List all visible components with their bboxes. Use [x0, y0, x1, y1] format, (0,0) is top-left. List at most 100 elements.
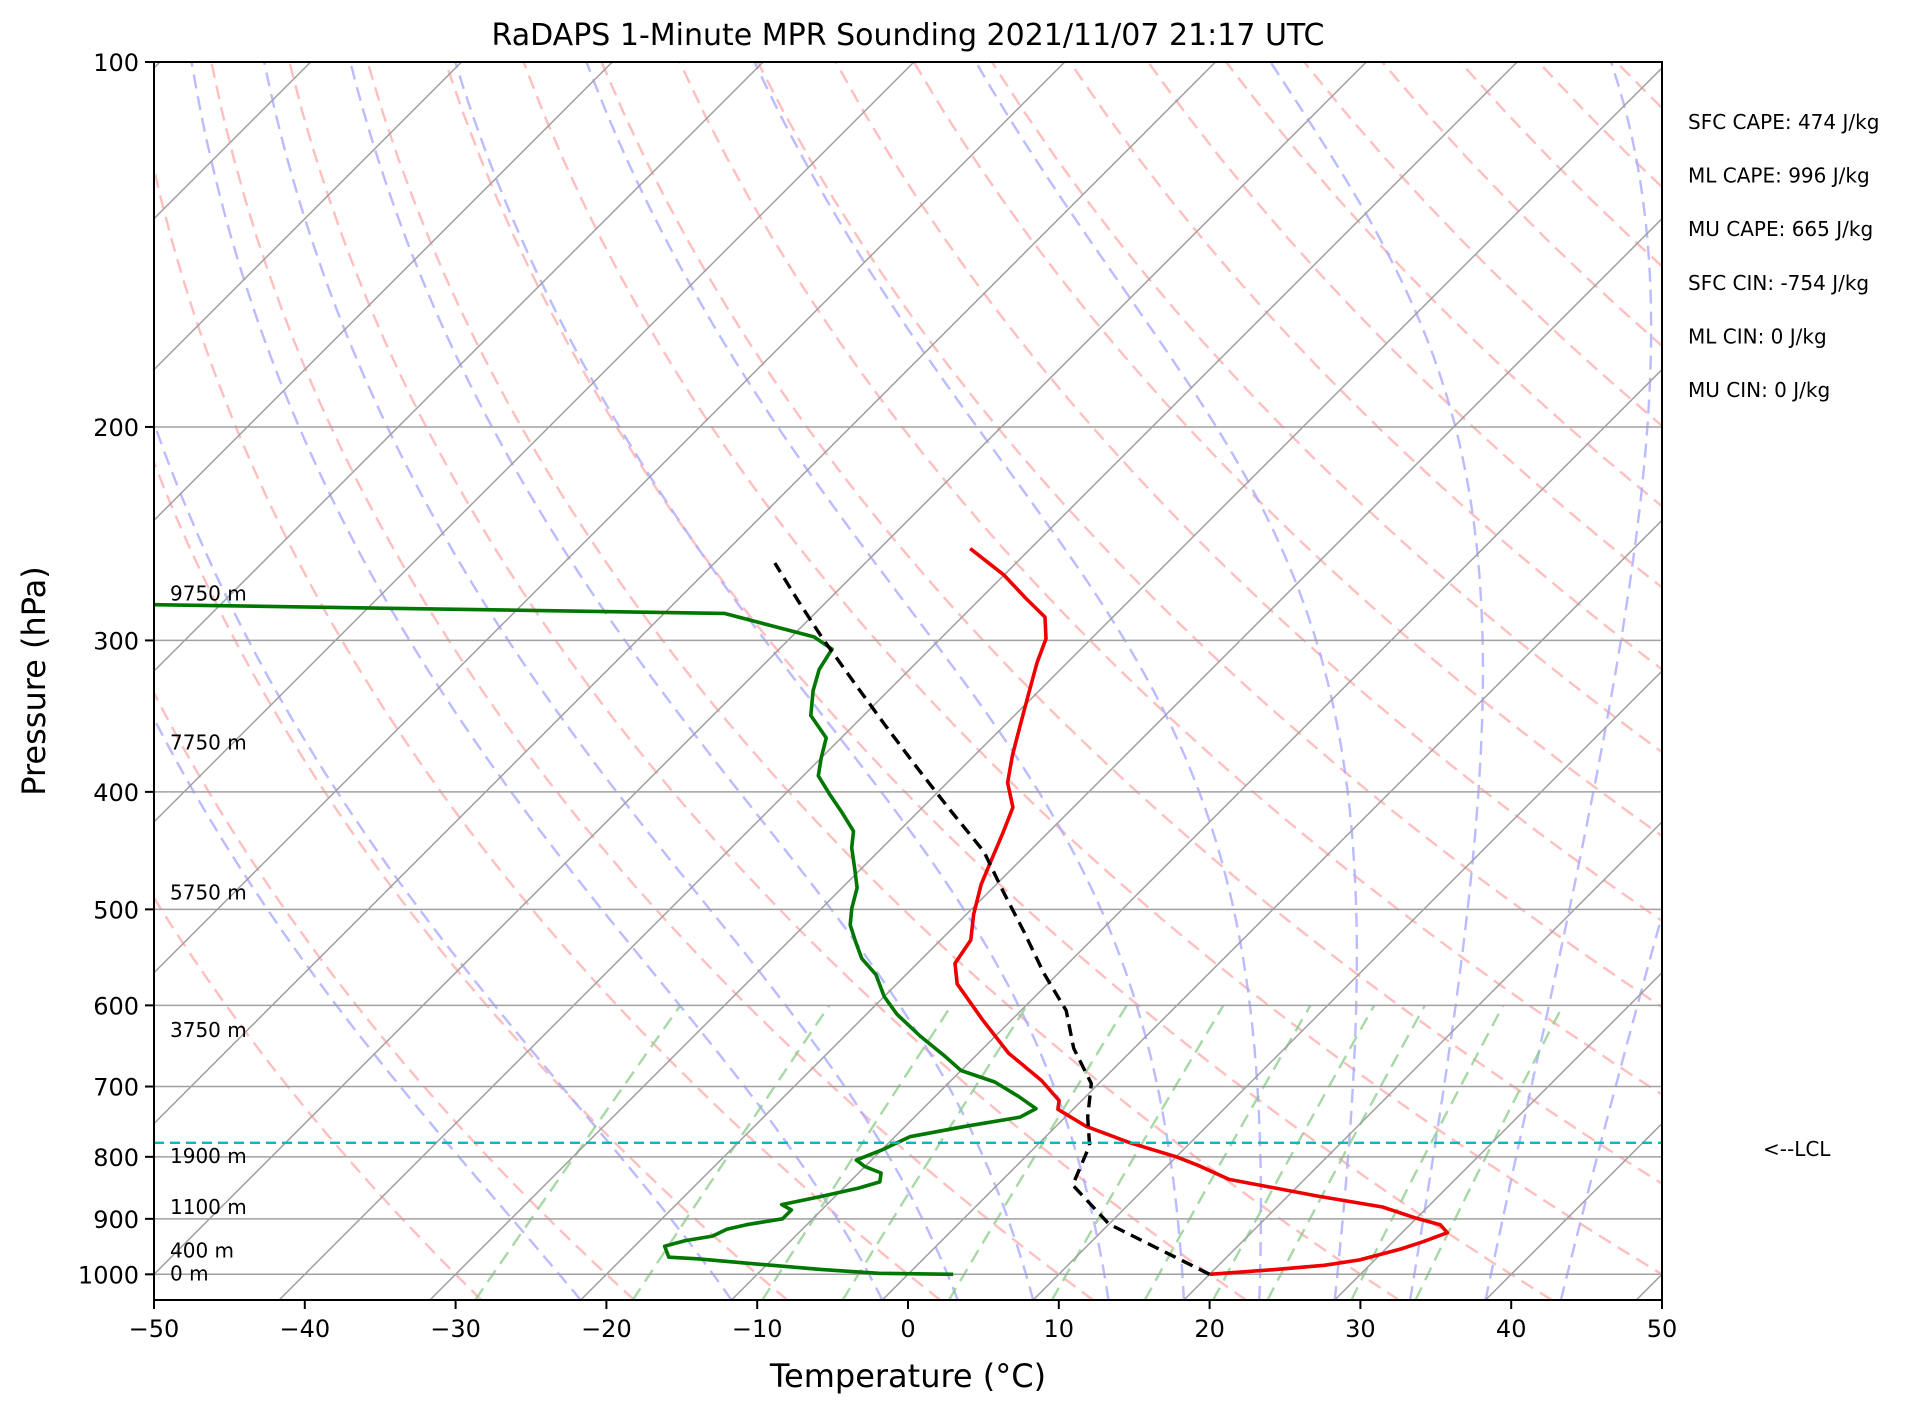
moist-adiabat [974, 62, 1358, 1300]
index-text: ML CIN: 0 J/kg [1688, 324, 1827, 348]
y-tick-label: 200 [93, 414, 139, 442]
mixing-ratio-line [631, 1004, 831, 1300]
dry-adiabat [990, 62, 1662, 754]
height-label: 0 m [170, 1261, 209, 1285]
moist-adiabat [585, 62, 1186, 1300]
isotherm [278, 62, 1518, 1300]
dry-adiabat [210, 62, 1094, 1300]
height-label: 1900 m [170, 1144, 247, 1168]
mixing-ratio-line [1266, 1004, 1426, 1300]
isotherm [154, 62, 463, 371]
index-text: MU CAPE: 665 J/kg [1688, 217, 1873, 241]
moist-adiabat [154, 716, 582, 1300]
parcel-trace [773, 562, 1211, 1276]
mixing-ratio-line [1414, 1004, 1565, 1300]
height-label: 400 m [170, 1239, 234, 1263]
x-tick-label: 0 [900, 1315, 915, 1343]
moist-adiabat [454, 62, 1110, 1300]
isotherm [154, 62, 1066, 974]
index-text: SFC CIN: -754 J/kg [1688, 271, 1869, 295]
dewpoint-trace [154, 602, 1038, 1277]
dry-adiabat [912, 62, 1662, 838]
y-tick-label: 700 [93, 1074, 139, 1102]
sounding-traces [154, 547, 1450, 1277]
dry-adiabat [756, 62, 1662, 1009]
dry-adiabat [154, 459, 789, 1300]
mixing-ratio-line [474, 1004, 682, 1300]
height-label: 7750 m [170, 731, 247, 755]
dry-adiabat [678, 62, 1662, 1097]
dry-adiabat [444, 62, 1553, 1300]
x-tick-label: −20 [581, 1315, 632, 1343]
y-tick-label: 300 [93, 627, 139, 655]
y-tick-label: 1000 [78, 1261, 139, 1289]
moist-adiabat [154, 419, 733, 1300]
isotherm [1032, 670, 1662, 1300]
chart-title: RaDAPS 1-Minute MPR Sounding 2021/11/07 … [492, 18, 1325, 53]
index-text: MU CIN: 0 J/kg [1688, 378, 1830, 402]
dry-adiabat [522, 62, 1662, 1276]
mixing-ratio-line [1212, 1004, 1376, 1300]
moist-adiabat [190, 62, 884, 1300]
y-tick-label: 800 [93, 1144, 139, 1172]
index-text: SFC CAPE: 474 J/kg [1688, 110, 1879, 134]
isotherm [154, 62, 613, 522]
x-tick-label: 40 [1496, 1315, 1527, 1343]
moist-adiabat [1559, 910, 1662, 1300]
isotherm [154, 62, 764, 673]
isotherm [429, 66, 1662, 1300]
x-tick-label: 50 [1647, 1315, 1678, 1343]
x-tick-label: −10 [732, 1315, 783, 1343]
x-tick-label: −40 [279, 1315, 330, 1343]
x-axis-ticks: −50 −40 −30 −20 −10 0 10 20 30 40 50 [129, 1300, 1678, 1343]
lcl-marker: <--LCL [154, 1137, 1831, 1161]
dry-adiabat [1147, 62, 1662, 589]
x-tick-label: 10 [1044, 1315, 1075, 1343]
mixing-ratio-line [761, 1004, 953, 1300]
dry-adiabat [834, 62, 1662, 923]
y-tick-label: 600 [93, 992, 139, 1020]
dry-adiabat [1068, 62, 1662, 671]
isotherm [580, 217, 1662, 1300]
stability-indices: SFC CAPE: 474 J/kg ML CAPE: 996 J/kg MU CA… [1688, 110, 1879, 402]
temperature-trace [953, 547, 1450, 1277]
moist-adiabat [1484, 62, 1653, 1300]
y-tick-label: 100 [93, 49, 139, 77]
y-axis-ticks: 100 200 300 400 500 600 700 800 900 1000 [78, 49, 154, 1289]
x-tick-label: 30 [1345, 1315, 1376, 1343]
y-tick-label: 400 [93, 779, 139, 807]
mixing-ratio-line [841, 1004, 1029, 1300]
isotherm [1334, 971, 1662, 1300]
background-grid [154, 62, 1662, 1300]
y-tick-label: 900 [93, 1206, 139, 1234]
dry-adiabat [600, 62, 1662, 1186]
moist-adiabat [753, 62, 1263, 1300]
height-label: 9750 m [170, 582, 247, 606]
isotherm [154, 62, 1367, 1276]
x-axis-label: Temperature (°C) [769, 1357, 1046, 1395]
moist-adiabat [263, 62, 959, 1300]
mixing-ratio-line [1050, 1004, 1225, 1300]
isotherm [154, 62, 915, 823]
isotherm [154, 62, 1217, 1125]
height-labels: 9750 m 7750 m 5750 m 3750 m 1900 m 1100 m 400 … [170, 582, 247, 1286]
height-label: 1100 m [170, 1195, 247, 1219]
isotherm [1183, 820, 1662, 1300]
mixing-ratio-line [1350, 1004, 1505, 1300]
x-tick-label: −30 [430, 1315, 481, 1343]
isotherm [730, 368, 1662, 1300]
x-tick-label: 20 [1194, 1315, 1225, 1343]
mixing-ratio-line [947, 1004, 1128, 1300]
moist-adiabat [349, 62, 1035, 1300]
y-axis-label: Pressure (hPa) [15, 566, 53, 796]
moist-adiabat [1269, 62, 1485, 1300]
height-label: 3750 m [170, 1018, 247, 1042]
y-tick-label: 500 [93, 896, 139, 924]
index-text: ML CAPE: 996 J/kg [1688, 164, 1870, 188]
height-label: 5750 m [170, 880, 247, 904]
dry-adiabat [366, 62, 1400, 1300]
lcl-label: <--LCL [1763, 1137, 1831, 1161]
x-tick-label: −50 [129, 1315, 180, 1343]
